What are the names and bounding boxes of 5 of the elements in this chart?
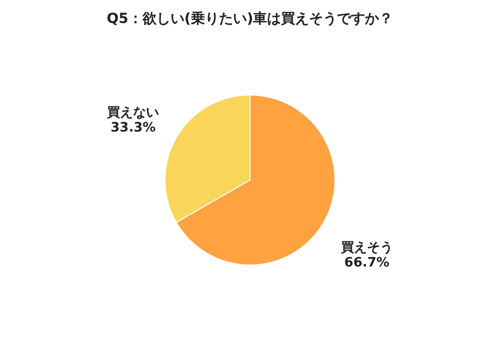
slice-label: 買えそう [340,240,393,256]
data-label: 66.7% [344,256,390,271]
chart-title: Q5：欲しい(乗りたい)車は買えそうですか？ [106,10,394,27]
slice-label: 買えない [106,105,160,120]
data-label: 33.3% [110,120,156,136]
